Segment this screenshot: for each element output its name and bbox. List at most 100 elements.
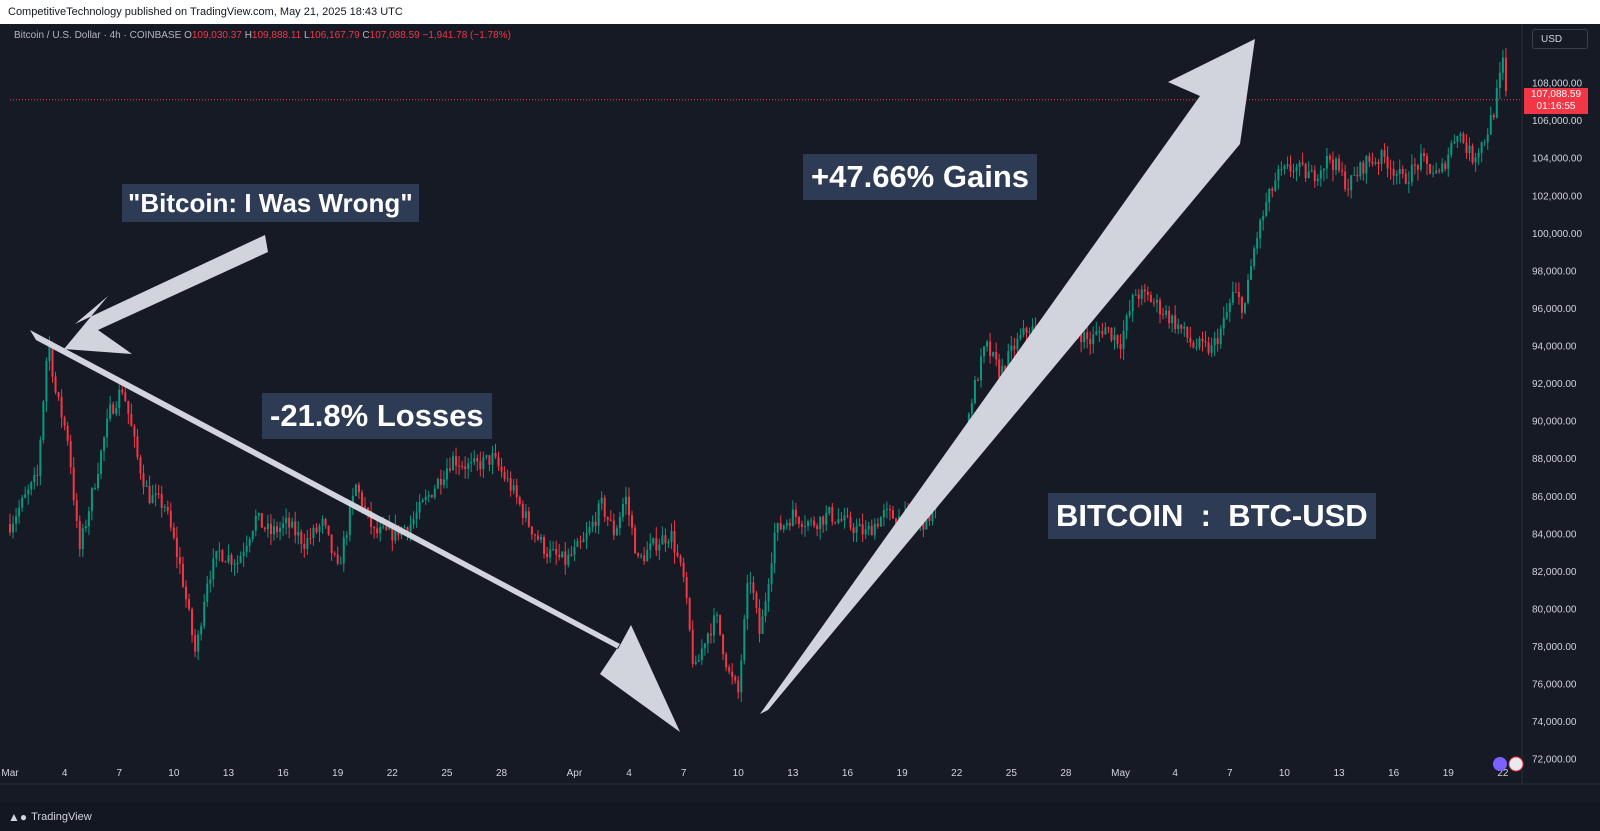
candle-body xyxy=(224,561,227,563)
candle-body xyxy=(90,488,93,512)
candle-body xyxy=(315,527,318,532)
candle-body xyxy=(655,538,658,551)
candle-body xyxy=(133,426,136,437)
tradingview-logo[interactable]: ▲● TradingView xyxy=(8,803,92,831)
candle-body xyxy=(888,509,891,511)
candle-body xyxy=(473,458,476,462)
low-label: L xyxy=(304,30,310,41)
candle-body xyxy=(96,474,99,488)
candle-body xyxy=(136,436,139,458)
candle-body xyxy=(1186,326,1189,338)
candle-body xyxy=(1228,302,1231,313)
candle-body xyxy=(1331,159,1334,171)
candle-body xyxy=(594,521,597,526)
candle-body xyxy=(1423,153,1426,157)
candle-body xyxy=(1280,169,1283,171)
candle-body xyxy=(251,531,254,540)
candle-body xyxy=(379,527,382,534)
candle-body xyxy=(1201,338,1204,341)
candle-body xyxy=(30,482,33,490)
candle-body xyxy=(36,475,39,477)
tradingview-logo-icon: ▲● xyxy=(8,810,28,824)
price-chart[interactable]: 72,000.00 74,000.00 76,000.00 78,000.00 80,0… xyxy=(0,24,1600,803)
candle-body xyxy=(166,506,169,511)
candle-body xyxy=(779,523,782,530)
candle-body xyxy=(1195,347,1198,349)
candle-body xyxy=(72,467,75,501)
candle-body xyxy=(834,521,837,523)
candle-body xyxy=(360,492,363,507)
candle-body xyxy=(1480,142,1483,153)
candle-body xyxy=(813,520,816,526)
y-tick-label: 88,000.00 xyxy=(1532,454,1577,465)
y-tick-label: 104,000.00 xyxy=(1532,154,1582,165)
candle-body xyxy=(497,456,500,467)
candle-body xyxy=(846,515,849,517)
candle-body xyxy=(81,528,84,550)
gains-annotation: +47.66% Gains xyxy=(803,154,1037,200)
footer-bar: ▲● TradingView xyxy=(0,803,1600,831)
candle-body xyxy=(652,538,655,544)
candle-body xyxy=(178,557,181,564)
candle-body xyxy=(103,437,106,451)
candle-body xyxy=(673,531,676,553)
candle-body xyxy=(1416,165,1419,170)
quote-arrow xyxy=(64,235,268,354)
candle-body xyxy=(1468,145,1471,153)
quote-annotation: "Bitcoin: I Was Wrong" xyxy=(122,184,419,222)
x-tick-label: 10 xyxy=(733,768,745,779)
candle-body xyxy=(106,418,109,438)
candle-body xyxy=(1250,266,1253,280)
high-label: H xyxy=(244,30,252,41)
candle-body xyxy=(1419,153,1422,170)
candle-body xyxy=(1225,312,1228,318)
candle-body xyxy=(891,510,894,519)
candle-body xyxy=(503,471,506,479)
candle-body xyxy=(582,539,585,542)
chart-background xyxy=(0,24,1600,803)
candle-body xyxy=(130,413,133,427)
high-value: 109,888.11 xyxy=(251,30,302,41)
candle-body xyxy=(1189,337,1192,343)
candle-body xyxy=(1028,331,1031,333)
candle-body xyxy=(1374,162,1377,164)
candle-body xyxy=(682,562,685,577)
candle-body xyxy=(269,523,272,535)
currency-button[interactable]: USD xyxy=(1532,29,1588,49)
x-tick-label: 10 xyxy=(168,768,180,779)
candle-body xyxy=(245,545,248,552)
candle-body xyxy=(260,513,263,528)
candle-body xyxy=(822,516,825,525)
candle-body xyxy=(691,629,694,664)
x-tick-label: 25 xyxy=(441,768,453,779)
candle-body xyxy=(567,554,570,565)
candle-body xyxy=(861,524,864,535)
candle-body xyxy=(233,564,236,566)
candle-body xyxy=(712,615,715,636)
candle-body xyxy=(530,526,533,535)
candle-body xyxy=(1119,343,1122,350)
chart-area[interactable]: 72,000.00 74,000.00 76,000.00 78,000.00 80,0… xyxy=(0,24,1600,803)
candle-body xyxy=(500,466,503,472)
candle-body xyxy=(382,526,385,528)
us-flag-icon xyxy=(1508,756,1524,772)
candle-body xyxy=(1016,338,1019,350)
candle-body xyxy=(1344,171,1347,190)
candle-body xyxy=(266,523,269,530)
candle-body xyxy=(169,510,172,528)
candle-body xyxy=(1004,366,1007,372)
candle-body xyxy=(1183,326,1186,329)
x-tick-label: 16 xyxy=(1388,768,1400,779)
candle-body xyxy=(303,543,306,549)
symbol-label[interactable]: Bitcoin / U.S. Dollar · 4h · COINBASE xyxy=(14,30,182,41)
candle-body xyxy=(324,519,327,526)
candle-body xyxy=(391,525,394,541)
candle-body xyxy=(895,518,898,525)
y-tick-label: 96,000.00 xyxy=(1532,304,1577,315)
candle-body xyxy=(1392,169,1395,176)
candle-body xyxy=(1474,157,1477,163)
y-tick-label: 86,000.00 xyxy=(1532,492,1577,503)
candle-body xyxy=(1407,182,1410,184)
candle-body xyxy=(1313,170,1316,182)
candle-body xyxy=(600,497,603,504)
